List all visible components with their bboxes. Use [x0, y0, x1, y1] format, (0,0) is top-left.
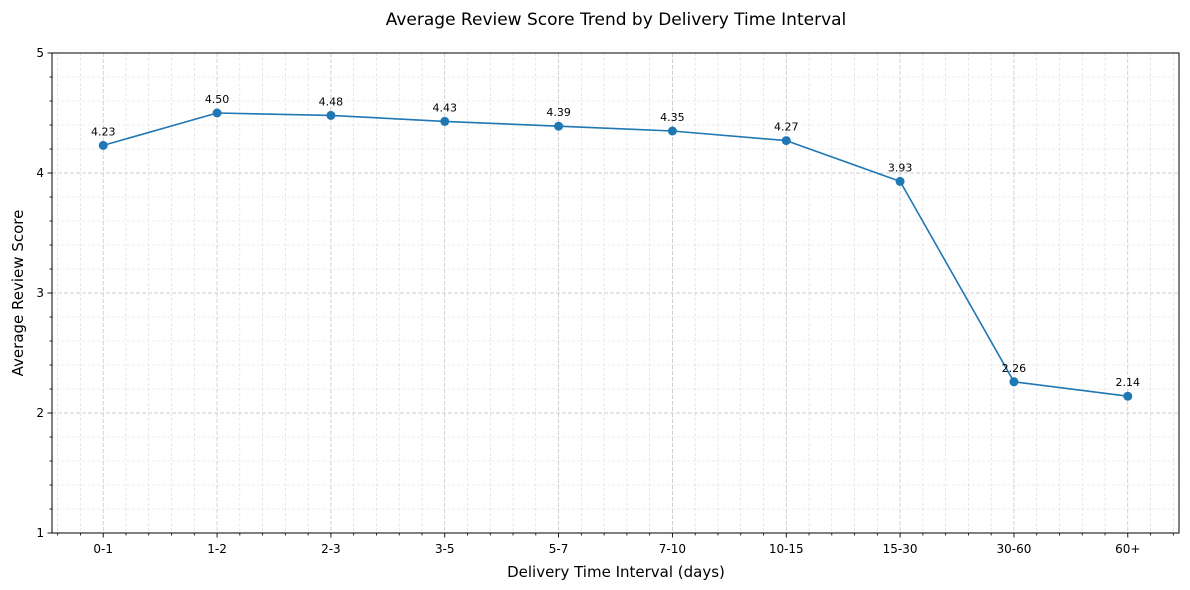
data-labels: 4.23 4.50 4.48 4.43 4.39 4.35 4.27 3.93 2.26 2.14 — [91, 93, 1140, 389]
x-tick-label: 2-3 — [321, 542, 341, 556]
data-point — [781, 136, 791, 146]
y-axis-label: Average Review Score — [9, 210, 27, 377]
data-point — [895, 176, 905, 186]
data-label: 4.39 — [546, 106, 571, 119]
data-point — [440, 116, 450, 126]
x-axis-label: Delivery Time Interval (days) — [507, 563, 725, 581]
data-label: 2.26 — [1002, 362, 1027, 375]
data-label: 4.50 — [205, 93, 230, 106]
y-tick-label: 1 — [36, 526, 44, 540]
chart-title: Average Review Score Trend by Delivery T… — [386, 10, 847, 30]
x-tick-label: 5-7 — [549, 542, 569, 556]
data-point — [326, 110, 336, 120]
y-tick-label: 4 — [36, 166, 44, 180]
data-point — [1009, 377, 1019, 387]
series-line — [103, 112, 1128, 397]
data-point — [554, 121, 564, 131]
data-point — [667, 126, 677, 136]
data-label: 4.23 — [91, 125, 116, 138]
x-tick-label: 7-10 — [659, 542, 686, 556]
data-point — [212, 108, 222, 118]
data-point — [1123, 391, 1133, 401]
data-label: 4.27 — [774, 121, 799, 134]
x-tick-label: 30-60 — [996, 542, 1031, 556]
y-tick-label: 5 — [36, 46, 44, 60]
x-tick-label: 3-5 — [435, 542, 455, 556]
x-tick-label: 15-30 — [883, 542, 918, 556]
y-tick-label: 2 — [36, 406, 44, 420]
y-tick-label: 3 — [36, 286, 44, 300]
data-label: 4.35 — [660, 111, 685, 124]
data-label: 2.14 — [1116, 376, 1141, 389]
x-tick-label: 0-1 — [93, 542, 113, 556]
axes: 0-1 1-2 2-3 3-5 5-7 7-10 10-15 15-30 30-60 60+ 1 2 3… — [36, 46, 1180, 556]
grid — [52, 52, 1179, 534]
data-label: 3.93 — [888, 161, 913, 174]
x-tick-label: 10-15 — [769, 542, 804, 556]
data-point — [98, 140, 108, 150]
data-label: 4.48 — [319, 95, 344, 108]
x-tick-label: 1-2 — [207, 542, 227, 556]
series — [98, 108, 1133, 401]
data-label: 4.43 — [432, 101, 457, 114]
x-tick-label: 60+ — [1115, 542, 1140, 556]
